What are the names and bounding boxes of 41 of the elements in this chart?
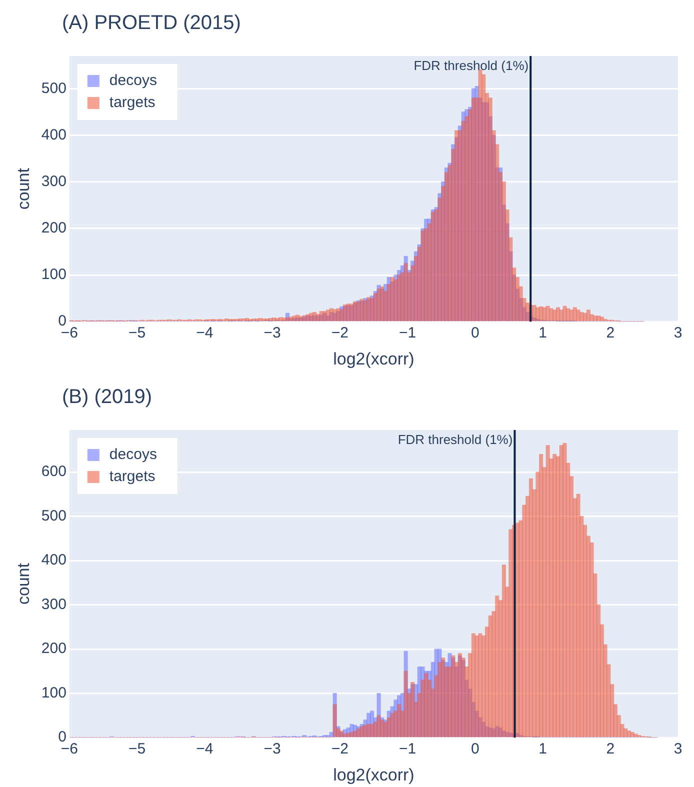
y-tick-label: 400 xyxy=(41,126,66,144)
x-tick-label: −5 xyxy=(128,740,146,758)
legend-label: targets xyxy=(109,468,156,486)
x-tick-label: −3 xyxy=(264,740,281,758)
legend-label: targets xyxy=(109,94,156,112)
x-tick-label: 1 xyxy=(538,740,547,758)
y-axis-title: count xyxy=(14,562,33,605)
x-tick-label: 0 xyxy=(470,324,480,342)
chart-title: (A) PROETD (2015) xyxy=(61,11,242,36)
y-axis-title: count xyxy=(14,168,33,210)
x-tick-label: −1 xyxy=(398,740,416,758)
y-tick-label: 100 xyxy=(41,266,66,284)
x-tick-label: −3 xyxy=(264,324,281,342)
x-tick-label: −4 xyxy=(196,324,214,342)
legend-label: decoys xyxy=(109,72,157,90)
x-axis-title: log2(xcorr) xyxy=(333,765,414,784)
x-tick-label: −1 xyxy=(398,324,416,342)
y-tick-label: 500 xyxy=(41,507,66,524)
x-tick-label: −2 xyxy=(331,740,348,758)
x-tick-label: −4 xyxy=(196,740,214,758)
ref-line-label: FDR threshold (1%) xyxy=(414,58,529,74)
y-tick-label: 100 xyxy=(41,684,66,702)
ref-line-label: FDR threshold (1%) xyxy=(398,432,513,448)
y-tick-label: 300 xyxy=(41,596,66,613)
x-tick-label: 2 xyxy=(606,324,615,342)
x-tick-label: 3 xyxy=(674,324,682,342)
x-tick-label: 1 xyxy=(538,324,547,342)
x-tick-label: −5 xyxy=(128,324,146,342)
x-axis-title: log2(xcorr) xyxy=(333,349,414,368)
y-tick-label: 200 xyxy=(41,640,66,658)
y-tick-label: 300 xyxy=(41,172,66,190)
y-tick-label: 200 xyxy=(41,220,66,237)
x-tick-label: 0 xyxy=(470,740,480,758)
chart-title: (B) (2019) xyxy=(61,385,154,410)
x-tick-label: −2 xyxy=(331,324,348,342)
y-tick-label: 500 xyxy=(41,80,66,97)
y-tick-label: 400 xyxy=(41,552,66,569)
legend-label: decoys xyxy=(109,446,157,464)
x-tick-label: 3 xyxy=(674,740,682,758)
y-tick-label: 600 xyxy=(41,463,66,480)
x-tick-label: 2 xyxy=(606,740,615,758)
